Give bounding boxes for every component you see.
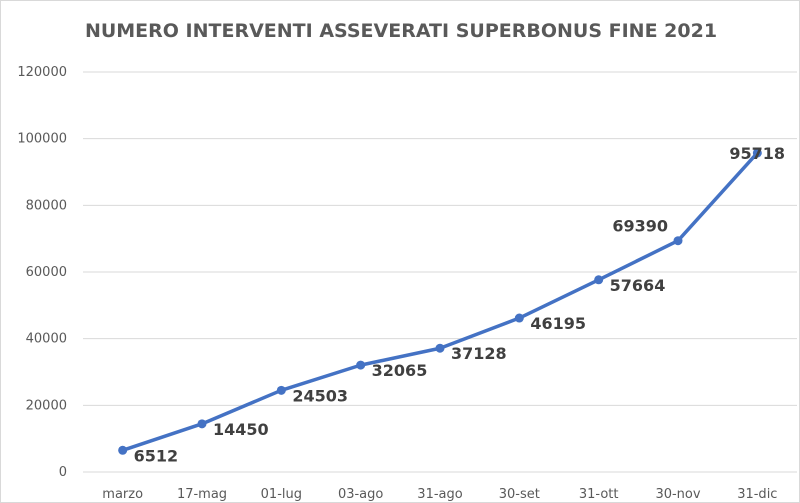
x-tick-label: 01-lug	[261, 487, 302, 502]
data-point	[118, 445, 128, 455]
data-point	[514, 313, 524, 323]
data-labels: 6512 14450 24503 32065 37128 46195 57664 69390 9…	[134, 144, 785, 465]
x-tick-label: 30-set	[499, 487, 540, 502]
gridlines	[83, 71, 797, 473]
chart-title: NUMERO INTERVENTI ASSEVERATI SUPERBONUS …	[85, 20, 717, 42]
x-tick-label: marzo	[102, 487, 143, 502]
y-axis-ticks: 0 20000 40000 60000 80000 100000 120000	[17, 65, 67, 480]
y-tick-label: 0	[59, 465, 67, 480]
data-point	[197, 419, 207, 429]
data-point	[356, 360, 366, 370]
data-point	[276, 385, 286, 395]
x-tick-label: 31-ago	[417, 487, 462, 502]
data-label: 69390	[612, 217, 668, 236]
data-point	[673, 236, 683, 246]
x-tick-label: 03-ago	[338, 487, 383, 502]
data-label: 32065	[372, 361, 428, 380]
data-label: 46195	[530, 314, 586, 333]
y-tick-label: 80000	[26, 198, 67, 213]
y-tick-label: 20000	[26, 398, 67, 413]
data-label: 95718	[729, 144, 785, 163]
data-label: 14450	[213, 420, 269, 439]
data-label: 37128	[451, 344, 507, 363]
y-tick-label: 120000	[17, 65, 67, 80]
data-label: 6512	[134, 446, 179, 465]
data-label: 57664	[610, 276, 666, 295]
y-tick-label: 100000	[17, 132, 67, 147]
data-point	[752, 148, 762, 158]
x-tick-label: 31-dic	[737, 487, 777, 502]
x-tick-label: 30-nov	[655, 487, 700, 502]
data-point	[435, 343, 445, 353]
y-tick-label: 40000	[26, 332, 67, 347]
data-label: 24503	[292, 386, 348, 405]
x-tick-label: 17-mag	[177, 487, 227, 502]
x-axis-ticks: marzo 17-mag 01-lug 03-ago 31-ago 30-set 31-ot…	[102, 487, 777, 502]
y-tick-label: 60000	[26, 265, 67, 280]
x-tick-label: 31-ott	[579, 487, 619, 502]
data-points	[118, 148, 762, 455]
data-point	[594, 275, 604, 285]
